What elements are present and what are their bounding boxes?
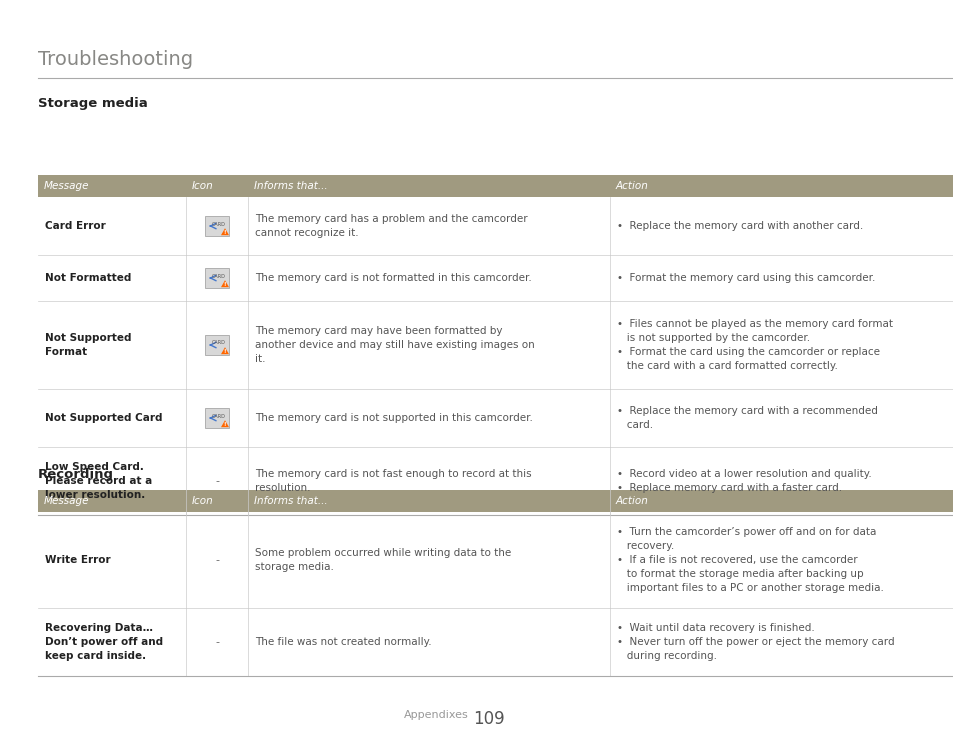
Text: Message: Message xyxy=(44,181,90,191)
FancyBboxPatch shape xyxy=(38,490,953,512)
Text: The file was not created normally.: The file was not created normally. xyxy=(254,637,431,647)
Text: The memory card is not supported in this camcorder.: The memory card is not supported in this… xyxy=(254,413,533,423)
Text: CARD: CARD xyxy=(212,340,226,345)
Text: Message: Message xyxy=(44,496,90,506)
Text: 109: 109 xyxy=(473,710,504,728)
FancyBboxPatch shape xyxy=(38,512,953,608)
Text: Not Supported Card: Not Supported Card xyxy=(45,413,162,423)
Text: Action: Action xyxy=(616,496,648,506)
Text: Informs that...: Informs that... xyxy=(253,496,327,506)
Text: Storage media: Storage media xyxy=(38,97,148,110)
Text: CARD: CARD xyxy=(212,221,226,226)
FancyBboxPatch shape xyxy=(205,216,229,237)
FancyBboxPatch shape xyxy=(38,447,953,515)
Text: •  Replace the memory card with a recommended
   card.: • Replace the memory card with a recomme… xyxy=(617,406,877,430)
Text: The memory card is not formatted in this camcorder.: The memory card is not formatted in this… xyxy=(254,273,531,283)
FancyBboxPatch shape xyxy=(38,389,953,447)
Text: -: - xyxy=(214,555,219,565)
Text: •  Turn the camcorder’s power off and on for data
   recovery.
•  If a file is n: • Turn the camcorder’s power off and on … xyxy=(617,527,882,593)
Text: CARD: CARD xyxy=(212,413,226,418)
Text: Some problem occurred while writing data to the
storage media.: Some problem occurred while writing data… xyxy=(254,548,511,572)
Text: !: ! xyxy=(224,349,226,354)
Text: !: ! xyxy=(224,422,226,427)
Text: The memory card is not fast enough to record at this
resolution.: The memory card is not fast enough to re… xyxy=(254,469,531,493)
FancyBboxPatch shape xyxy=(38,255,953,301)
Text: Not Formatted: Not Formatted xyxy=(45,273,132,283)
Polygon shape xyxy=(221,420,229,427)
Text: Not Supported
Format: Not Supported Format xyxy=(45,333,132,357)
Text: •  Replace the memory card with another card.: • Replace the memory card with another c… xyxy=(617,221,862,231)
Text: Informs that...: Informs that... xyxy=(253,181,327,191)
Polygon shape xyxy=(221,280,229,287)
FancyBboxPatch shape xyxy=(38,175,953,197)
Text: •  Files cannot be played as the memory card format
   is not supported by the c: • Files cannot be played as the memory c… xyxy=(617,319,892,371)
Text: Troubleshooting: Troubleshooting xyxy=(38,50,193,69)
FancyBboxPatch shape xyxy=(205,408,229,429)
Text: !: ! xyxy=(224,230,226,235)
Text: -: - xyxy=(214,637,219,647)
Text: Card Error: Card Error xyxy=(45,221,106,231)
Text: The memory card has a problem and the camcorder
cannot recognize it.: The memory card has a problem and the ca… xyxy=(254,214,527,238)
Text: •  Wait until data recovery is finished.
•  Never turn off the power or eject th: • Wait until data recovery is finished. … xyxy=(617,623,894,661)
Text: Icon: Icon xyxy=(192,181,213,191)
Text: •  Record video at a lower resolution and quality.
•  Replace memory card with a: • Record video at a lower resolution and… xyxy=(617,469,871,493)
FancyBboxPatch shape xyxy=(38,301,953,389)
FancyBboxPatch shape xyxy=(205,268,229,288)
Text: !: ! xyxy=(224,283,226,287)
Text: -: - xyxy=(214,476,219,486)
Text: Recovering Data…
Don’t power off and
keep card inside.: Recovering Data… Don’t power off and kee… xyxy=(45,623,163,661)
Text: Write Error: Write Error xyxy=(45,555,111,565)
Text: CARD: CARD xyxy=(212,274,226,279)
Text: Action: Action xyxy=(616,181,648,191)
FancyBboxPatch shape xyxy=(205,335,229,356)
FancyBboxPatch shape xyxy=(38,608,953,676)
Text: Recording: Recording xyxy=(38,468,113,481)
Polygon shape xyxy=(221,228,229,235)
Text: Icon: Icon xyxy=(192,496,213,506)
Text: The memory card may have been formatted by
another device and may still have exi: The memory card may have been formatted … xyxy=(254,326,535,364)
Polygon shape xyxy=(221,347,229,354)
Text: •  Format the memory card using this camcorder.: • Format the memory card using this camc… xyxy=(617,273,875,283)
Text: Appendixes: Appendixes xyxy=(404,710,469,720)
FancyBboxPatch shape xyxy=(38,197,953,255)
Text: Low Speed Card.
Please record at a
lower resolution.: Low Speed Card. Please record at a lower… xyxy=(45,462,152,500)
